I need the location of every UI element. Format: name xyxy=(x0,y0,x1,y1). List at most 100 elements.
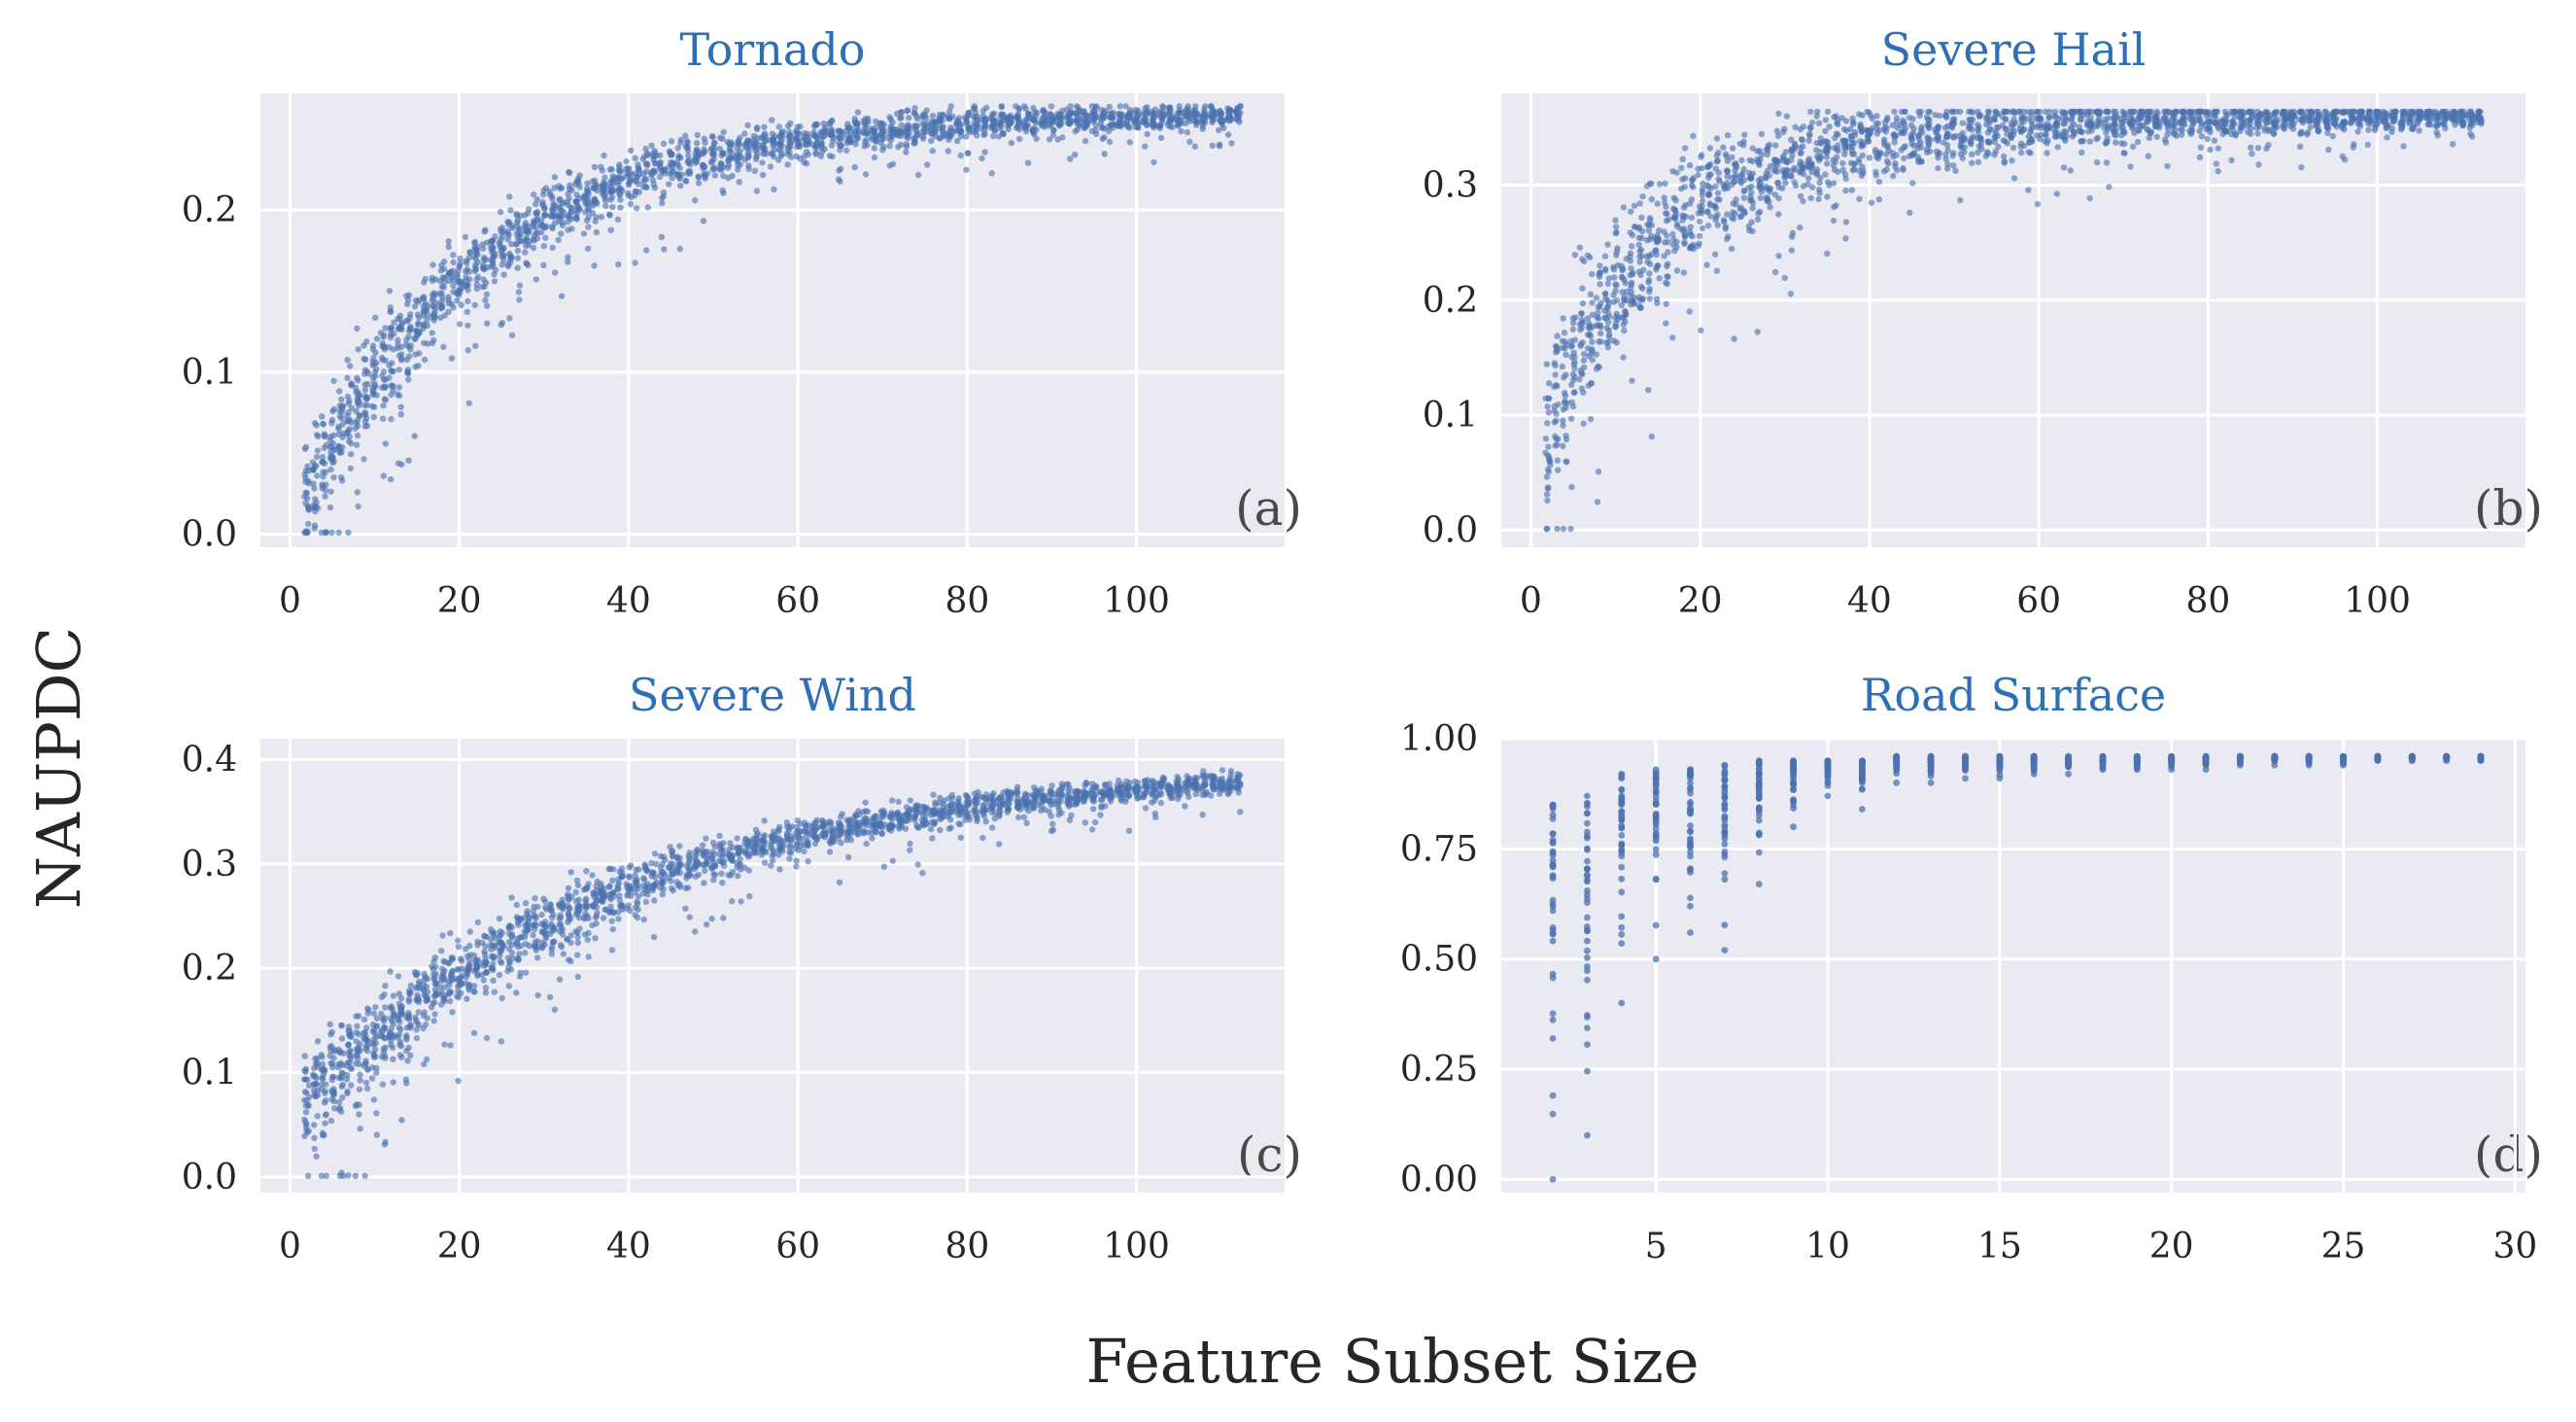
data-point xyxy=(936,120,944,126)
data-point xyxy=(1706,145,1714,152)
data-point xyxy=(1619,274,1626,281)
data-point xyxy=(1755,177,1763,184)
data-point xyxy=(429,329,435,336)
data-point xyxy=(500,245,507,252)
data-point xyxy=(390,1056,396,1062)
data-point xyxy=(1654,200,1661,207)
data-point xyxy=(1142,143,1149,150)
data-point xyxy=(1865,138,1872,145)
data-point xyxy=(1815,120,1823,126)
data-point xyxy=(2111,108,2117,116)
data-point xyxy=(796,136,803,143)
data-point xyxy=(464,953,471,960)
data-point xyxy=(500,271,507,278)
data-point xyxy=(1636,200,1643,207)
data-point xyxy=(2127,163,2134,170)
data-point xyxy=(1876,149,1884,156)
data-point xyxy=(406,314,413,322)
data-point xyxy=(2185,108,2192,116)
data-point xyxy=(338,396,345,403)
data-point xyxy=(2391,117,2398,123)
data-point xyxy=(1856,158,1863,166)
data-point xyxy=(352,384,359,391)
data-point xyxy=(1208,109,1215,117)
data-point xyxy=(1157,134,1165,142)
data-point xyxy=(760,146,767,153)
data-point xyxy=(1544,452,1552,459)
data-point xyxy=(957,152,964,159)
data-point xyxy=(344,1059,352,1066)
data-point xyxy=(508,240,515,248)
data-point xyxy=(591,195,599,202)
data-point xyxy=(445,978,452,986)
data-point xyxy=(1807,124,1814,131)
data-point xyxy=(1792,123,1799,130)
data-point xyxy=(2062,115,2070,122)
data-point xyxy=(720,128,727,136)
data-point xyxy=(2044,137,2051,144)
data-point xyxy=(1046,136,1053,143)
data-point xyxy=(1842,187,1849,194)
data-point xyxy=(356,412,362,419)
data-point xyxy=(2467,121,2474,128)
data-point xyxy=(1775,132,1782,139)
data-point xyxy=(2384,134,2390,141)
data-point xyxy=(567,182,573,189)
data-point xyxy=(1944,160,1951,168)
data-point xyxy=(1040,108,1048,115)
data-point xyxy=(1605,327,1613,334)
data-point xyxy=(906,115,912,121)
data-point xyxy=(998,103,1006,111)
data-point xyxy=(684,144,691,152)
data-point xyxy=(2188,128,2195,136)
data-point xyxy=(1073,110,1080,118)
data-point xyxy=(357,1077,363,1084)
data-point xyxy=(395,345,401,352)
data-point xyxy=(735,137,742,145)
plot-area xyxy=(260,93,1285,547)
data-point xyxy=(362,1079,370,1087)
data-point xyxy=(455,277,463,284)
data-point xyxy=(414,991,421,998)
data-point xyxy=(667,149,673,156)
data-point xyxy=(2281,108,2287,116)
data-point xyxy=(1637,283,1645,291)
data-point xyxy=(327,466,334,473)
data-point xyxy=(1570,389,1578,397)
data-point xyxy=(345,1172,352,1179)
data-point xyxy=(1850,166,1858,173)
data-point xyxy=(817,153,825,159)
data-point xyxy=(361,1172,368,1180)
data-point xyxy=(1714,211,1721,218)
data-point xyxy=(695,180,703,187)
data-point xyxy=(1680,269,1688,276)
data-point xyxy=(673,171,680,178)
data-point xyxy=(382,325,389,331)
data-point xyxy=(1067,103,1074,110)
data-point xyxy=(1961,149,1968,156)
data-point xyxy=(506,193,513,200)
data-point xyxy=(456,321,464,328)
data-point xyxy=(2434,132,2441,139)
data-point xyxy=(373,1110,380,1117)
data-point xyxy=(682,132,689,139)
data-point xyxy=(752,147,759,155)
data-point xyxy=(1697,218,1703,225)
data-point xyxy=(1021,103,1028,110)
data-point xyxy=(1850,119,1857,125)
data-point xyxy=(346,398,353,404)
data-point xyxy=(1969,151,1975,157)
data-point xyxy=(1604,280,1612,288)
data-point xyxy=(1648,195,1656,203)
data-point xyxy=(585,214,592,221)
data-point xyxy=(583,196,590,203)
data-point xyxy=(1646,288,1653,295)
data-point xyxy=(305,520,312,528)
data-point xyxy=(1040,118,1048,125)
data-point xyxy=(328,1028,335,1036)
data-point xyxy=(404,300,411,308)
data-point xyxy=(998,122,1005,130)
data-point xyxy=(1926,121,1933,128)
data-point xyxy=(1544,484,1552,491)
data-point xyxy=(1991,116,1998,123)
